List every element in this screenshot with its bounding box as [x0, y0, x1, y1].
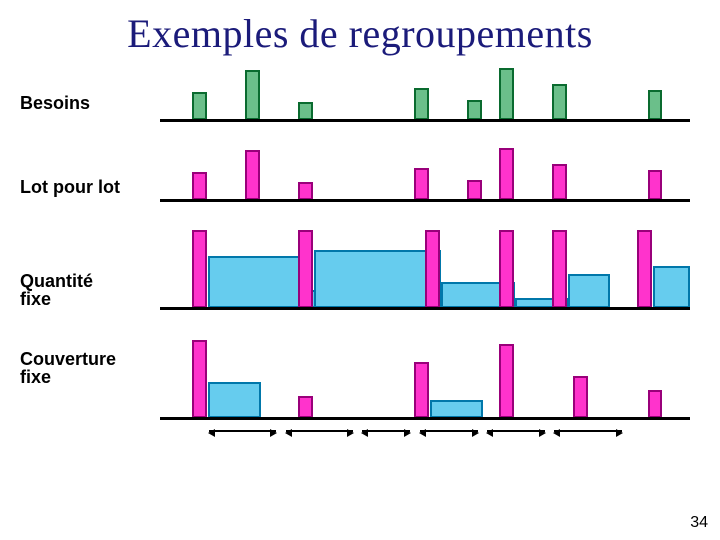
- bar: [467, 180, 482, 200]
- bar: [552, 230, 567, 308]
- interval-arrow: [554, 430, 621, 432]
- slide-number: 34: [690, 514, 708, 532]
- bar: [648, 90, 663, 120]
- axis-line: [160, 119, 690, 122]
- chart-area: [160, 142, 690, 202]
- interval-arrow: [209, 430, 276, 432]
- arrowhead-right-icon: [347, 429, 354, 437]
- axis-line: [160, 199, 690, 202]
- bar: [192, 230, 207, 308]
- bar: [208, 256, 303, 308]
- bar: [298, 102, 313, 120]
- bar: [192, 340, 207, 418]
- chart-row: Besoins: [20, 62, 690, 122]
- arrowhead-left-icon: [361, 429, 368, 437]
- row-label: Besoins: [20, 94, 90, 112]
- arrowhead-left-icon: [208, 429, 215, 437]
- bar: [573, 376, 588, 418]
- bar: [499, 344, 514, 418]
- slide-title: Exemples de regroupements: [0, 0, 720, 62]
- bar: [298, 182, 313, 200]
- arrowhead-right-icon: [270, 429, 277, 437]
- row-label: Lot pour lot: [20, 178, 120, 196]
- interval-arrow: [487, 430, 545, 432]
- bar: [245, 150, 260, 200]
- bar: [653, 266, 690, 308]
- arrowhead-right-icon: [404, 429, 411, 437]
- chart-row: Lot pour lot: [20, 142, 690, 202]
- bar: [499, 68, 514, 120]
- bar: [499, 230, 514, 308]
- arrowhead-left-icon: [285, 429, 292, 437]
- bar: [414, 168, 429, 200]
- axis-line: [160, 417, 690, 420]
- chart-row: Quantité fixe: [20, 222, 690, 310]
- bar: [552, 164, 567, 200]
- chart-rows: Besoins Lot pour lot Quantité fixe Couvertu…: [20, 62, 690, 448]
- bar: [192, 172, 207, 200]
- arrowhead-left-icon: [486, 429, 493, 437]
- bar: [298, 396, 313, 418]
- interval-arrow: [286, 430, 353, 432]
- bar: [552, 84, 567, 120]
- axis-line: [160, 307, 690, 310]
- bar: [414, 362, 429, 418]
- bar: [648, 170, 663, 200]
- arrowhead-left-icon: [419, 429, 426, 437]
- bar: [568, 274, 610, 308]
- interval-row: [180, 428, 660, 448]
- interval-arrow: [420, 430, 478, 432]
- row-label: Couverture fixe: [20, 350, 116, 386]
- bar: [430, 400, 483, 418]
- bar: [245, 70, 260, 120]
- chart-area: [160, 330, 690, 420]
- bar: [298, 230, 313, 308]
- arrowhead-right-icon: [539, 429, 546, 437]
- arrowhead-right-icon: [472, 429, 479, 437]
- bar: [414, 88, 429, 120]
- bar: [499, 148, 514, 200]
- chart-area: [160, 222, 690, 310]
- interval-arrow: [362, 430, 410, 432]
- arrowhead-left-icon: [553, 429, 560, 437]
- row-label: Quantité fixe: [20, 272, 93, 308]
- bar: [192, 92, 207, 120]
- bar: [467, 100, 482, 120]
- bar: [425, 230, 440, 308]
- bar: [314, 250, 441, 308]
- chart-row: Couverture fixe: [20, 330, 690, 420]
- arrowhead-right-icon: [616, 429, 623, 437]
- bar: [648, 390, 663, 418]
- bar: [637, 230, 652, 308]
- bar: [208, 382, 261, 418]
- chart-area: [160, 62, 690, 122]
